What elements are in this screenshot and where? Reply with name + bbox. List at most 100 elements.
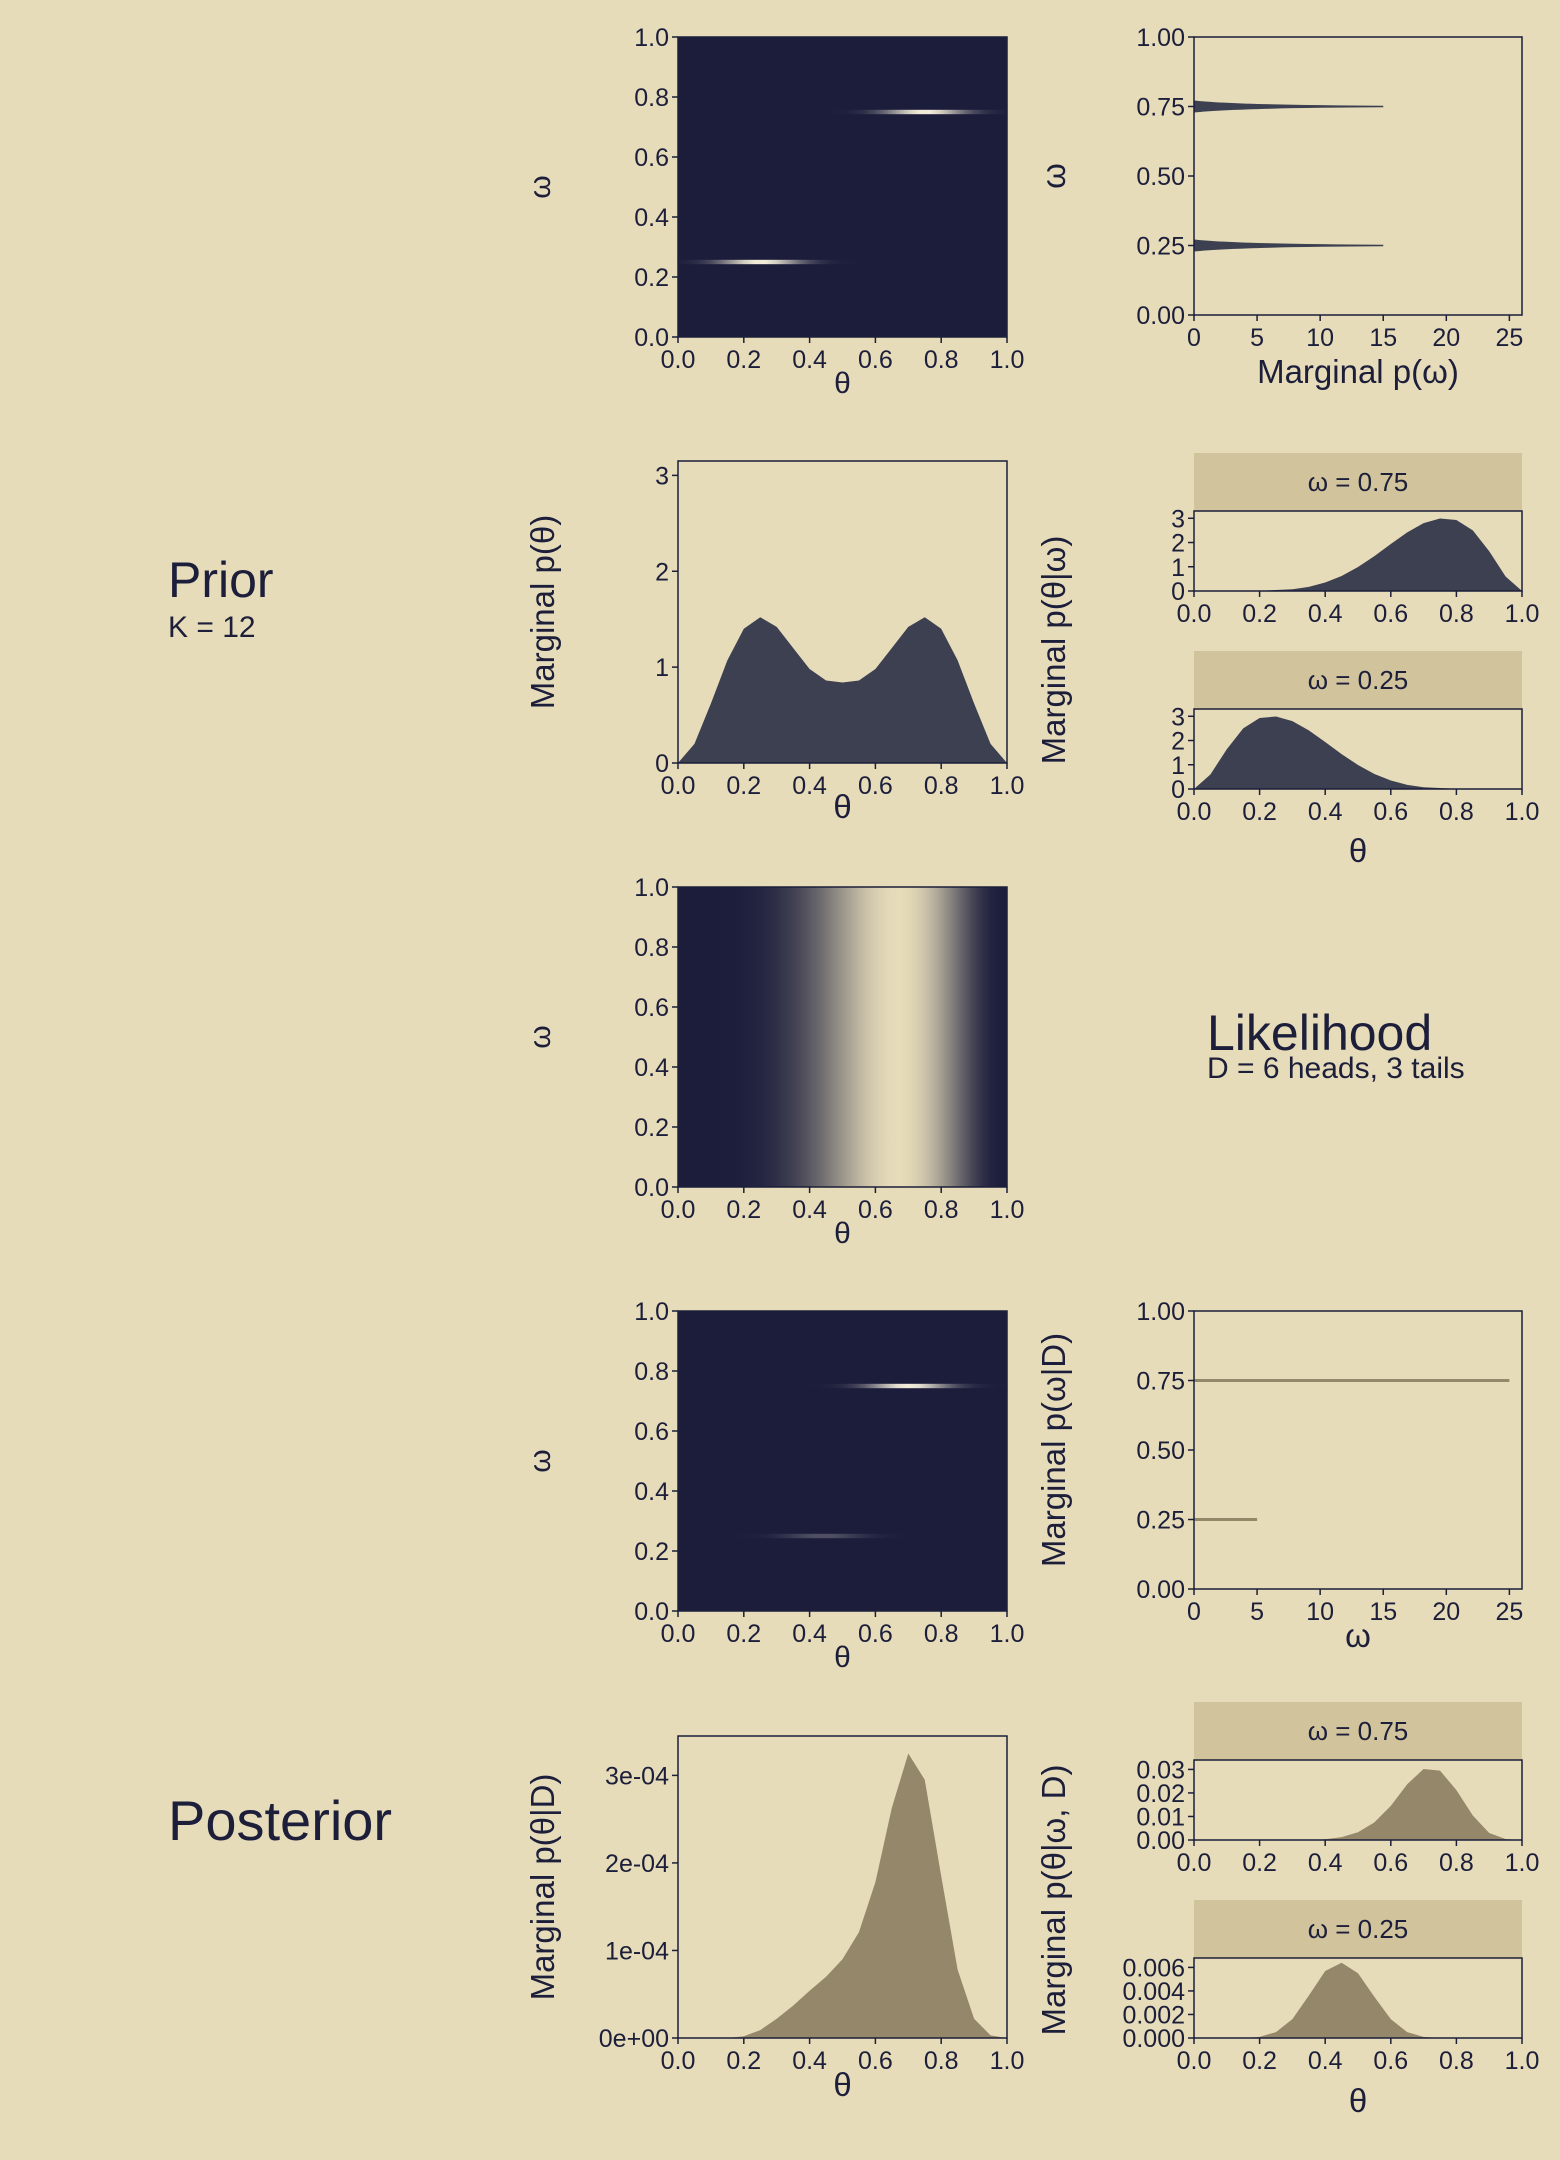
posterior-theta-given-omega-panel-0-x-tick-label: 0.2 [1242, 1849, 1277, 1877]
posterior-theta-marginal-x-tick-label: 0.2 [726, 2047, 761, 2075]
posterior-theta-given-omega-x-axis-label: θ [1349, 2082, 1367, 2119]
prior-theta-given-omega-strip-label: ω = 0.75 [1308, 467, 1409, 497]
prior-omega-marginal-x-axis-label: Marginal p(ω) [1257, 353, 1459, 390]
likelihood-joint-likelihood-band [678, 887, 1007, 1187]
likelihood-joint-x-tick-label: 0.6 [858, 1196, 893, 1224]
posterior-omega-marginal-y-tick-label: 0.50 [1136, 1437, 1185, 1465]
posterior-joint-x-tick-label: 0.0 [661, 1620, 696, 1648]
prior-joint-x-tick-label: 1.0 [990, 346, 1025, 374]
posterior-theta-given-omega-panel-1-x-tick-label: 0.8 [1439, 2047, 1474, 2075]
posterior-theta-marginal-y-tick-label: 1e-04 [605, 1937, 669, 1965]
prior-omega-marginal-y-tick-label: 0.75 [1136, 94, 1185, 122]
prior-joint-mode-band [678, 259, 1007, 265]
prior-omega-spike [1194, 239, 1384, 252]
posterior-joint-x-tick-label: 0.8 [924, 1620, 959, 1648]
prior-joint-y-tick-label: 0.0 [634, 324, 669, 352]
posterior-theta-density-area [678, 1753, 1007, 2038]
posterior-joint-x-tick-label: 0.2 [726, 1620, 761, 1648]
prior-omega-marginal-y-tick-label: 0.00 [1136, 302, 1185, 330]
prior-theta-marginal-frame [677, 460, 1008, 764]
posterior-omega-marginal-x-tick-label: 5 [1250, 1598, 1264, 1626]
prior-omega-marginal-y-tick-label: 0.50 [1136, 163, 1185, 191]
prior-theta-marginal-y-tick-label: 2 [655, 558, 669, 586]
prior-theta-marginal-x-tick-label: 0.6 [858, 772, 893, 800]
prior-joint-x-tick-label: 0.6 [858, 346, 893, 374]
posterior-theta-marginal-y-tick-label: 2e-04 [605, 1850, 669, 1878]
posterior-theta-given-omega-strip [1194, 1900, 1522, 1958]
posterior-theta-marginal-x-tick-label: 0.0 [661, 2047, 696, 2075]
posterior-theta-given-omega-panel-0-x-tick-label: 0.6 [1373, 1849, 1408, 1877]
prior-theta-density-area [678, 617, 1007, 763]
posterior-theta-given-omega-panel-1-y-tick-label: 0.004 [1122, 1978, 1185, 2006]
prior-theta-given-omega-panel-1-frame [1193, 708, 1523, 790]
posterior-joint-y-tick-label: 0.0 [634, 1598, 669, 1626]
prior-theta-marginal-y-tick-label: 1 [655, 654, 669, 682]
prior-joint-x-tick-label: 0.8 [924, 346, 959, 374]
prior-omega-spike [1194, 100, 1384, 113]
posterior-omega-marginal-y-tick-label: 0.75 [1136, 1368, 1185, 1396]
likelihood-subtitle: D = 6 heads, 3 tails [1207, 1052, 1465, 1085]
posterior-theta-given-omega-panel-1-x-tick-label: 1.0 [1505, 2047, 1540, 2075]
posterior-theta-given-omega-panel-1-frame [1193, 1957, 1523, 2039]
posterior-omega-marginal-y-tick-label: 0.00 [1136, 1576, 1185, 1604]
prior-omega-marginal-x-tick-label: 25 [1495, 324, 1523, 352]
posterior-theta-given-omega-panel-0-y-tick-label: 0.03 [1136, 1756, 1185, 1784]
prior-theta-marginal-x-tick-label: 1.0 [990, 772, 1025, 800]
posterior-theta-given-omega-panel-0-x-tick-label: 0.8 [1439, 1849, 1474, 1877]
posterior-theta-given-omega-panel-0-x-tick-label: 0.0 [1177, 1849, 1212, 1877]
prior-joint-panel [678, 37, 1007, 337]
prior-theta-given-omega-panel-1-x-tick-label: 1.0 [1505, 798, 1540, 826]
posterior-theta-given-omega-panel-1-x-tick-label: 0.0 [1177, 2047, 1212, 2075]
likelihood-joint-y-tick-label: 1.0 [634, 874, 669, 902]
posterior-joint-panel [678, 1311, 1007, 1611]
posterior-omega-marginal-x-tick-label: 0 [1187, 1598, 1201, 1626]
likelihood-joint-y-tick-label: 0.0 [634, 1174, 669, 1202]
posterior-theta-given-omega-panel-1-y-tick-label: 0.000 [1122, 2025, 1185, 2053]
prior-joint-frame [677, 36, 1008, 338]
posterior-theta-given-omega-panel-1-x-tick-label: 0.2 [1242, 2047, 1277, 2075]
prior-theta-given-omega-panel-0-x-tick-label: 0.4 [1308, 600, 1343, 628]
prior-theta-given-omega-panel-1-y-tick-label: 2 [1171, 728, 1185, 756]
posterior-omega-marginal-x-tick-label: 20 [1432, 1598, 1460, 1626]
prior-subtitle: K = 12 [168, 611, 256, 644]
prior-omega-marginal-x-tick-label: 0 [1187, 324, 1201, 352]
likelihood-joint-x-tick-label: 0.8 [924, 1196, 959, 1224]
posterior-theta-marginal-y-axis-label: Marginal p(θ|D) [524, 1774, 561, 2001]
likelihood-joint-y-tick-label: 0.4 [634, 1054, 669, 1082]
prior-theta-given-omega-panel-0-frame [1193, 510, 1523, 592]
prior-theta-given-omega-panel-0-x-tick-label: 0.6 [1373, 600, 1408, 628]
prior-omega-marginal-x-tick-label: 15 [1369, 324, 1397, 352]
posterior-joint-x-tick-label: 1.0 [990, 1620, 1025, 1648]
posterior-joint-mode-band [678, 1383, 1007, 1389]
posterior-omega-marginal-x-tick-label: 15 [1369, 1598, 1397, 1626]
prior-theta-marginal-y-tick-label: 3 [655, 462, 669, 490]
likelihood-joint-x-tick-label: 0.2 [726, 1196, 761, 1224]
posterior-theta-marginal-x-axis-label: θ [833, 2066, 851, 2103]
prior-theta-given-omega-strip [1194, 453, 1522, 511]
prior-theta-given-omega-panel-0-y-tick-label: 2 [1171, 530, 1185, 558]
prior-joint-y-tick-label: 0.2 [634, 264, 669, 292]
posterior-theta-given-omega-panel-0-x-tick-label: 0.4 [1308, 1849, 1343, 1877]
prior-theta-given-omega-y-axis-label: Marginal p(θ|ω) [1035, 536, 1072, 765]
prior-theta-marginal-x-tick-label: 0.8 [924, 772, 959, 800]
likelihood-joint-x-tick-label: 0.4 [792, 1196, 827, 1224]
likelihood-joint-y-tick-label: 0.6 [634, 994, 669, 1022]
prior-omega-marginal-x-tick-label: 10 [1306, 324, 1334, 352]
prior-theta-given-omega-strip-label: ω = 0.25 [1308, 665, 1409, 695]
posterior-theta-given-omega-strip-label: ω = 0.75 [1308, 1716, 1409, 1746]
posterior-joint-y-tick-label: 0.8 [634, 1358, 669, 1386]
prior-joint-x-tick-label: 0.4 [792, 346, 827, 374]
posterior-omega-marginal-y-tick-label: 0.25 [1136, 1507, 1185, 1535]
posterior-joint-x-axis-label: θ [834, 1641, 851, 1674]
prior-theta-given-omega-density-area [1194, 716, 1522, 789]
posterior-theta-given-omega-density-area [1194, 1962, 1522, 2038]
posterior-title: Posterior [168, 1789, 392, 1852]
posterior-theta-given-omega-panel-1-x-tick-label: 0.4 [1308, 2047, 1343, 2075]
prior-omega-marginal-y-tick-label: 0.25 [1136, 233, 1185, 261]
posterior-theta-given-omega-density-area [1194, 1768, 1522, 1840]
prior-theta-given-omega-panel-0-y-tick-label: 0 [1171, 578, 1185, 606]
prior-omega-marginal-y-axis-label: ω [1035, 163, 1072, 189]
likelihood-joint-y-axis-label: ω [524, 1025, 557, 1048]
posterior-joint-x-tick-label: 0.6 [858, 1620, 893, 1648]
